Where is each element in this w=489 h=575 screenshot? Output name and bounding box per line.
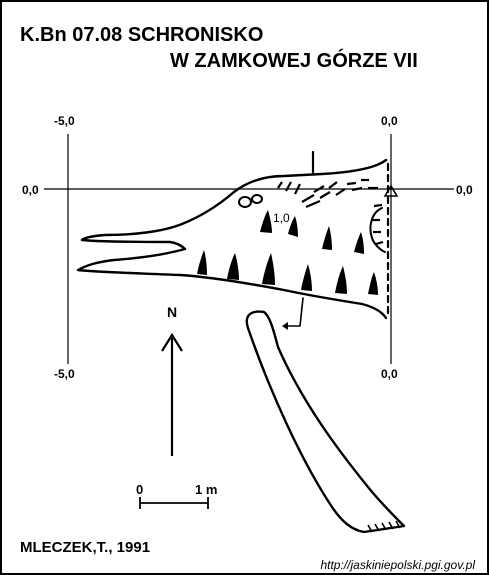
grid-label-row-left: 0,0 — [22, 183, 39, 197]
cave-id-title: K.Bn 07.08 SCHRONISKO — [20, 24, 264, 46]
scale-bar — [139, 497, 209, 509]
scale-label-end: 1 m — [195, 482, 218, 497]
cave-outline — [76, 150, 390, 327]
rock-step-hatching — [277, 178, 384, 246]
grid-label-right-top: 0,0 — [381, 114, 398, 128]
survey-station-icon — [383, 184, 399, 197]
cave-name-title: W ZAMKOWEJ GÓRZE VII — [170, 50, 418, 72]
grid-lines — [44, 134, 454, 364]
lower-passage-outline — [245, 310, 406, 534]
grid-label-right-bottom: 0,0 — [381, 367, 398, 381]
scale-label-start: 0 — [136, 482, 144, 497]
slope-wedges — [197, 210, 378, 295]
boulders — [238, 194, 263, 208]
survey-credit: MLECZEK,T., 1991 — [20, 539, 151, 556]
height-label: 1,0 — [273, 211, 290, 225]
north-arrow-icon — [161, 332, 183, 456]
source-url: http://jaskiniepolski.pgi.gov.pl — [320, 558, 475, 572]
grid-label-row-right: 0,0 — [456, 183, 473, 197]
lower-passage-hatching — [367, 520, 401, 533]
grid-label-left-top: -5,0 — [54, 114, 75, 128]
grid-label-left-bottom: -5,0 — [54, 367, 75, 381]
north-label: N — [167, 304, 178, 320]
